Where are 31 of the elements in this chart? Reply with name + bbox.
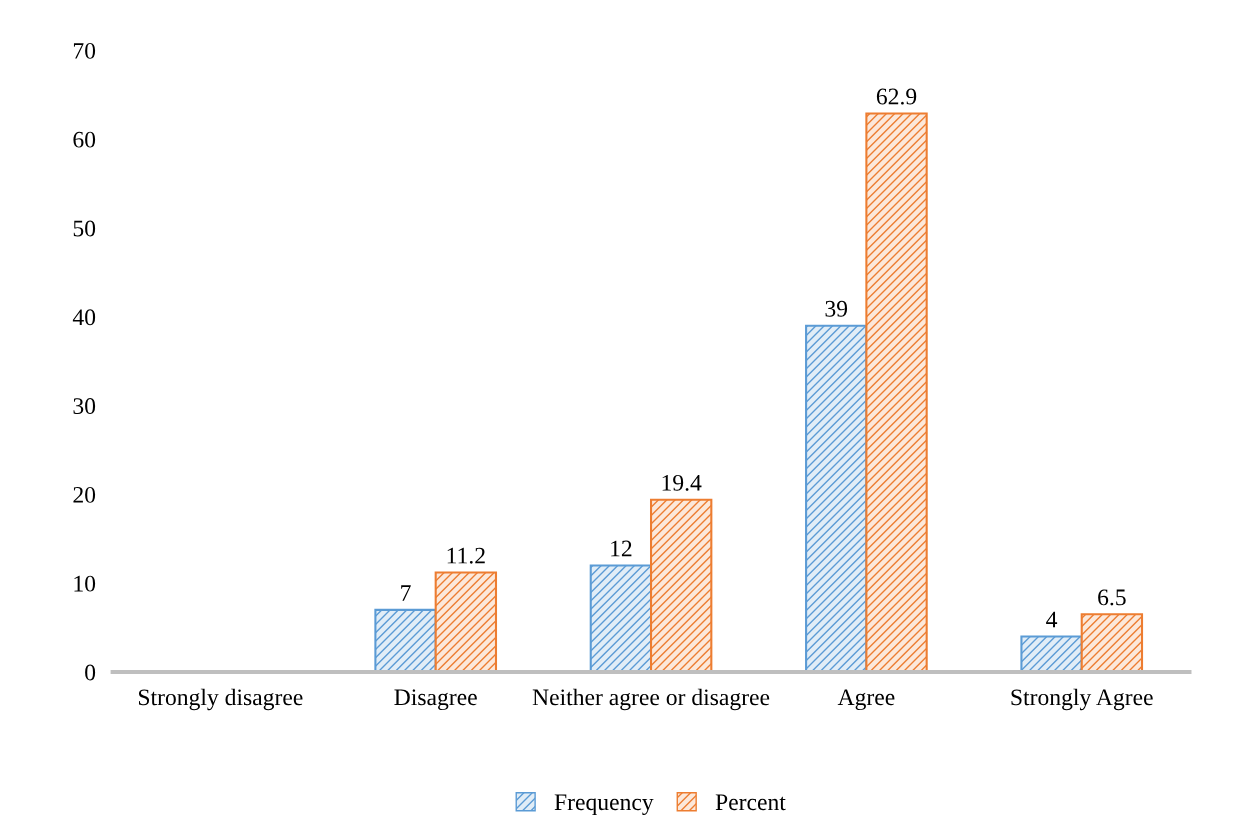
- legend-label: Frequency: [554, 794, 654, 816]
- bar: [805, 324, 868, 672]
- y-tick-label: 50: [73, 220, 96, 237]
- bar: [374, 608, 437, 672]
- y-tick-label: 20: [73, 486, 96, 503]
- data-label: 12: [611, 540, 632, 557]
- y-tick-label: 30: [73, 398, 96, 415]
- x-tick-label: Disagree: [394, 689, 477, 711]
- data-label: 39: [825, 300, 848, 317]
- y-tick-label: 60: [73, 131, 96, 148]
- data-label: 19.4: [662, 474, 702, 491]
- y-tick-label: 40: [72, 309, 96, 326]
- bar: [650, 498, 713, 672]
- x-tick-label: Strongly disagree: [138, 688, 303, 711]
- y-tick-label: 0: [85, 664, 96, 681]
- bar: [434, 571, 498, 672]
- x-tick-label: Strongly Agree: [1011, 688, 1153, 711]
- data-label: 6.5: [1098, 589, 1126, 606]
- data-label: 4: [1046, 611, 1058, 628]
- y-tick-label: 70: [73, 42, 96, 59]
- data-label: 11.2: [447, 547, 485, 564]
- y-tick-label: 10: [74, 575, 96, 592]
- bar: [1020, 635, 1083, 672]
- bar: [865, 112, 928, 672]
- x-tick-label: Neither agree or disagree: [532, 688, 770, 711]
- legend-label: Percent: [715, 794, 786, 811]
- x-tick-label: Agree: [837, 689, 895, 711]
- bar: [589, 564, 653, 672]
- data-label: 7: [401, 585, 411, 601]
- data-label: 62.9: [876, 88, 917, 105]
- bar: [1080, 613, 1144, 672]
